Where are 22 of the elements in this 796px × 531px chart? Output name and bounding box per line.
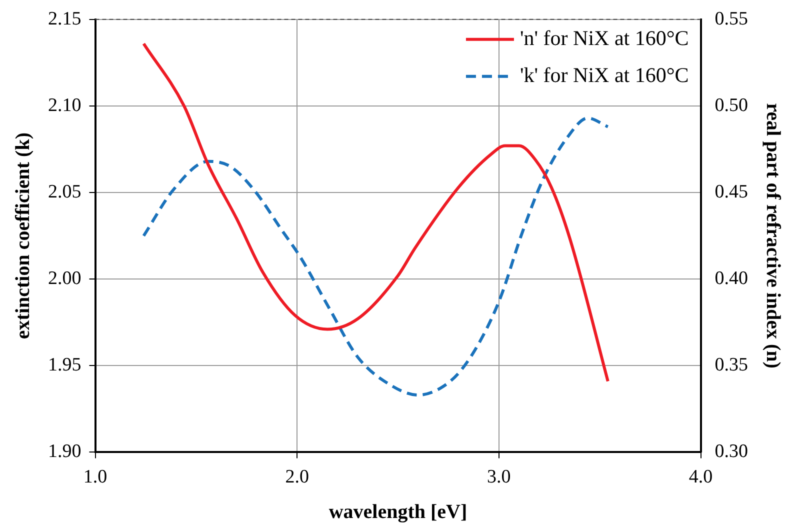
y2-tick-label: 0.35 [714, 354, 748, 376]
y-tick-label: 2.10 [48, 94, 82, 116]
y2-tick-label: 0.55 [714, 8, 748, 30]
y-tick-label: 2.15 [48, 8, 82, 30]
x-tick-label: 4.0 [688, 466, 713, 488]
y-tick-label: 1.90 [48, 441, 82, 462]
legend-label: 'n' for NiX at 160°C [520, 26, 689, 50]
line-series [142, 116, 610, 397]
y-tick-label: 1.95 [48, 354, 82, 376]
y2-tick-label: 0.40 [714, 268, 748, 290]
x-tick-label: 1.0 [83, 466, 108, 488]
y2-axis-title: real part of refractive index (n) [762, 103, 784, 368]
y-axis-title: extinction coefficient (k) [12, 132, 34, 340]
x-tick-label: 2.0 [285, 466, 309, 488]
y2-tick-label: 0.30 [714, 441, 748, 462]
x-axis-title: wavelength [eV] [328, 501, 468, 524]
legend-label: 'k' for NiX at 160°C [520, 62, 689, 87]
y2-tick-label: 0.50 [714, 94, 748, 116]
y2-tick-label: 0.45 [714, 182, 748, 203]
y-tick-label: 2.05 [48, 182, 82, 203]
x-tick-label: 3.0 [487, 466, 511, 488]
y-tick-label: 2.00 [48, 268, 82, 290]
